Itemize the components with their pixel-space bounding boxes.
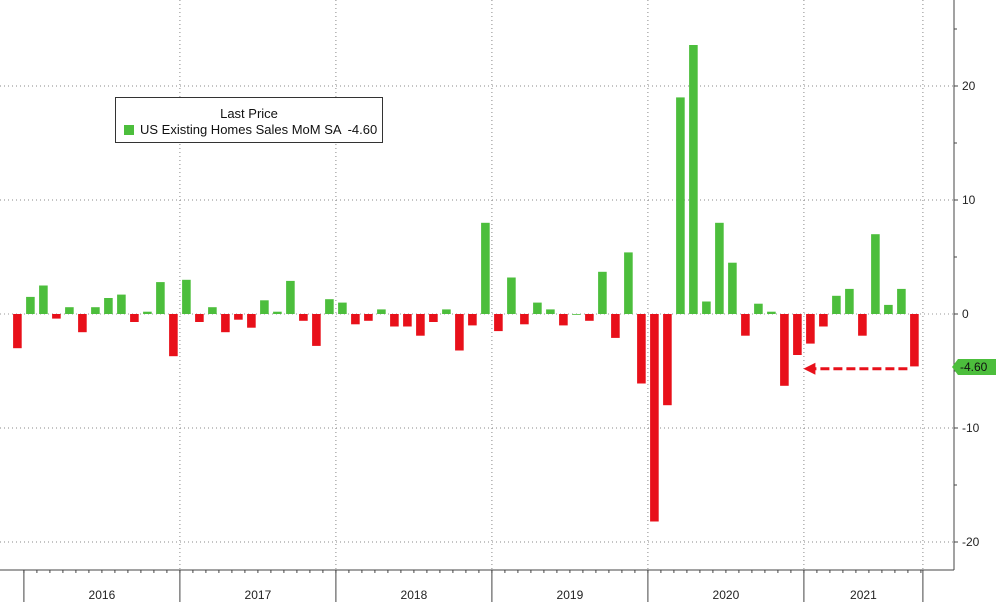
bar (520, 314, 529, 325)
bar (858, 314, 867, 336)
bar (611, 314, 620, 338)
x-tick-label: 2019 (557, 588, 584, 602)
y-tick-label: -20 (962, 535, 980, 549)
bar (260, 300, 269, 314)
bar (325, 299, 334, 314)
bar (468, 314, 477, 326)
x-tick-label: 2021 (850, 588, 877, 602)
legend-last-value: -4.60 (347, 122, 378, 137)
bar (39, 285, 48, 314)
bar (741, 314, 750, 336)
bar (767, 311, 776, 314)
bar (585, 314, 594, 321)
bar (676, 97, 685, 315)
bar (884, 304, 893, 314)
bar (156, 282, 165, 314)
bar (455, 314, 464, 351)
bar (754, 303, 763, 314)
bar (377, 309, 386, 314)
bar (221, 314, 230, 333)
bar (871, 234, 880, 314)
y-tick-label: 10 (962, 193, 976, 207)
bar (208, 307, 217, 314)
legend-series-label: US Existing Homes Sales MoM SA (140, 122, 342, 137)
bar (897, 288, 906, 314)
bar (715, 222, 724, 314)
y-tick-label: 20 (962, 79, 976, 93)
arrow-head (803, 362, 816, 375)
bar (338, 302, 347, 314)
bar (299, 314, 308, 321)
bar (182, 279, 191, 314)
legend-title: Last Price (220, 106, 278, 121)
bar (728, 262, 737, 314)
bar (117, 294, 126, 314)
bar (832, 295, 841, 314)
last-value-tag: -4.60 (952, 359, 996, 375)
bar (286, 280, 295, 314)
bar (793, 314, 802, 355)
bar (351, 314, 360, 325)
bar (65, 307, 74, 314)
bar (624, 252, 633, 314)
bar (403, 314, 412, 327)
bar (13, 314, 22, 349)
annotation-arrow (803, 362, 908, 375)
legend: Last Price US Existing Homes Sales MoM S… (115, 97, 383, 143)
bar (845, 288, 854, 314)
bar (780, 314, 789, 386)
bar (572, 314, 581, 315)
gridlines (0, 0, 954, 570)
bar (130, 314, 139, 322)
bar (598, 271, 607, 314)
bar (637, 314, 646, 384)
bar (104, 298, 113, 314)
bar (234, 314, 243, 320)
legend-swatch (124, 124, 134, 135)
bar (546, 309, 555, 314)
bar (364, 314, 373, 321)
bar (247, 314, 256, 328)
bar (52, 314, 61, 319)
y-tick-label: -10 (962, 421, 980, 435)
y-tick-label: 0 (962, 307, 969, 321)
bar (416, 314, 425, 336)
bar (663, 314, 672, 406)
bar (806, 314, 815, 344)
bar (91, 307, 100, 314)
bar (559, 314, 568, 326)
bar (169, 314, 178, 357)
bar (26, 296, 35, 314)
bar (442, 309, 451, 314)
bar (429, 314, 438, 322)
x-tick-label: 2016 (89, 588, 116, 602)
bar (143, 311, 152, 314)
bars (13, 45, 919, 522)
bar (819, 314, 828, 327)
bar (689, 45, 698, 314)
bar (507, 277, 516, 314)
bar (312, 314, 321, 346)
bar (650, 314, 659, 522)
bar (533, 302, 542, 314)
x-tick-label: 2018 (401, 588, 428, 602)
bar (195, 314, 204, 322)
bar (910, 314, 919, 367)
bar (78, 314, 87, 333)
bar (273, 311, 282, 314)
legend-entry: US Existing Homes Sales MoM SA -4.60 (124, 122, 377, 137)
x-tick-label: 2017 (245, 588, 272, 602)
x-tick-label: 2020 (713, 588, 740, 602)
bar (702, 301, 711, 314)
bar (481, 222, 490, 314)
bar (390, 314, 399, 327)
bar (494, 314, 503, 332)
